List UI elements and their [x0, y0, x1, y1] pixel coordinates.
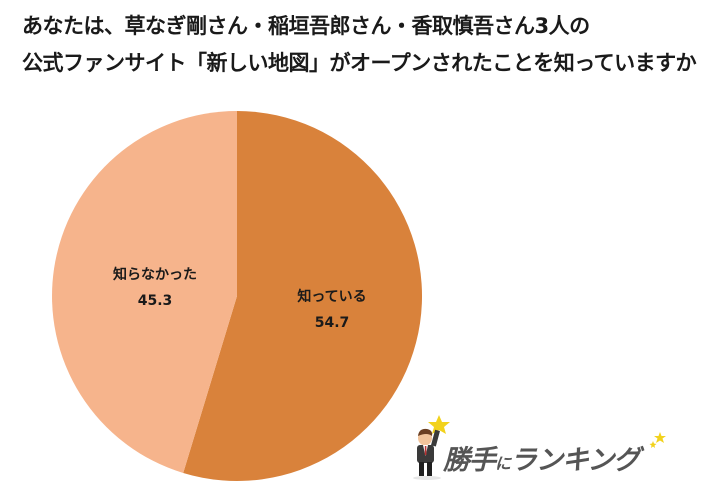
logo-text-particle: に: [495, 454, 511, 473]
sparkle-star-icon: [649, 432, 666, 448]
data-label-unknown: 知らなかった 45.3: [95, 262, 215, 314]
data-label-known-name: 知っている: [297, 289, 367, 305]
data-label-unknown-name: 知らなかった: [113, 267, 197, 283]
logo-text-main: 勝手: [443, 445, 496, 476]
chart-title-line-1: あなたは、草なぎ剛さん・稲垣吾郎さん・香取慎吾さん3人の: [22, 14, 590, 38]
pie-slice-known[interactable]: [183, 111, 423, 481]
data-label-known: 知っている 54.7: [282, 284, 382, 336]
businessman-icon: [413, 415, 450, 480]
star-icon: [428, 415, 450, 434]
data-label-unknown-value: 45.3: [137, 293, 173, 309]
site-logo: 勝手にランキング: [405, 412, 675, 482]
pie-slice-unknown[interactable]: [52, 111, 237, 473]
chart-title-line-2: 公式ファンサイト「新しい地図」がオープンされたことを知っていますか: [22, 51, 697, 75]
chart-title: あなたは、草なぎ剛さん・稲垣吾郎さん・香取慎吾さん3人の 公式ファンサイト「新し…: [22, 8, 702, 82]
logo-text: 勝手にランキング: [443, 438, 640, 477]
data-label-known-value: 54.7: [314, 315, 350, 331]
logo-text-rest: ランキング: [510, 445, 640, 476]
